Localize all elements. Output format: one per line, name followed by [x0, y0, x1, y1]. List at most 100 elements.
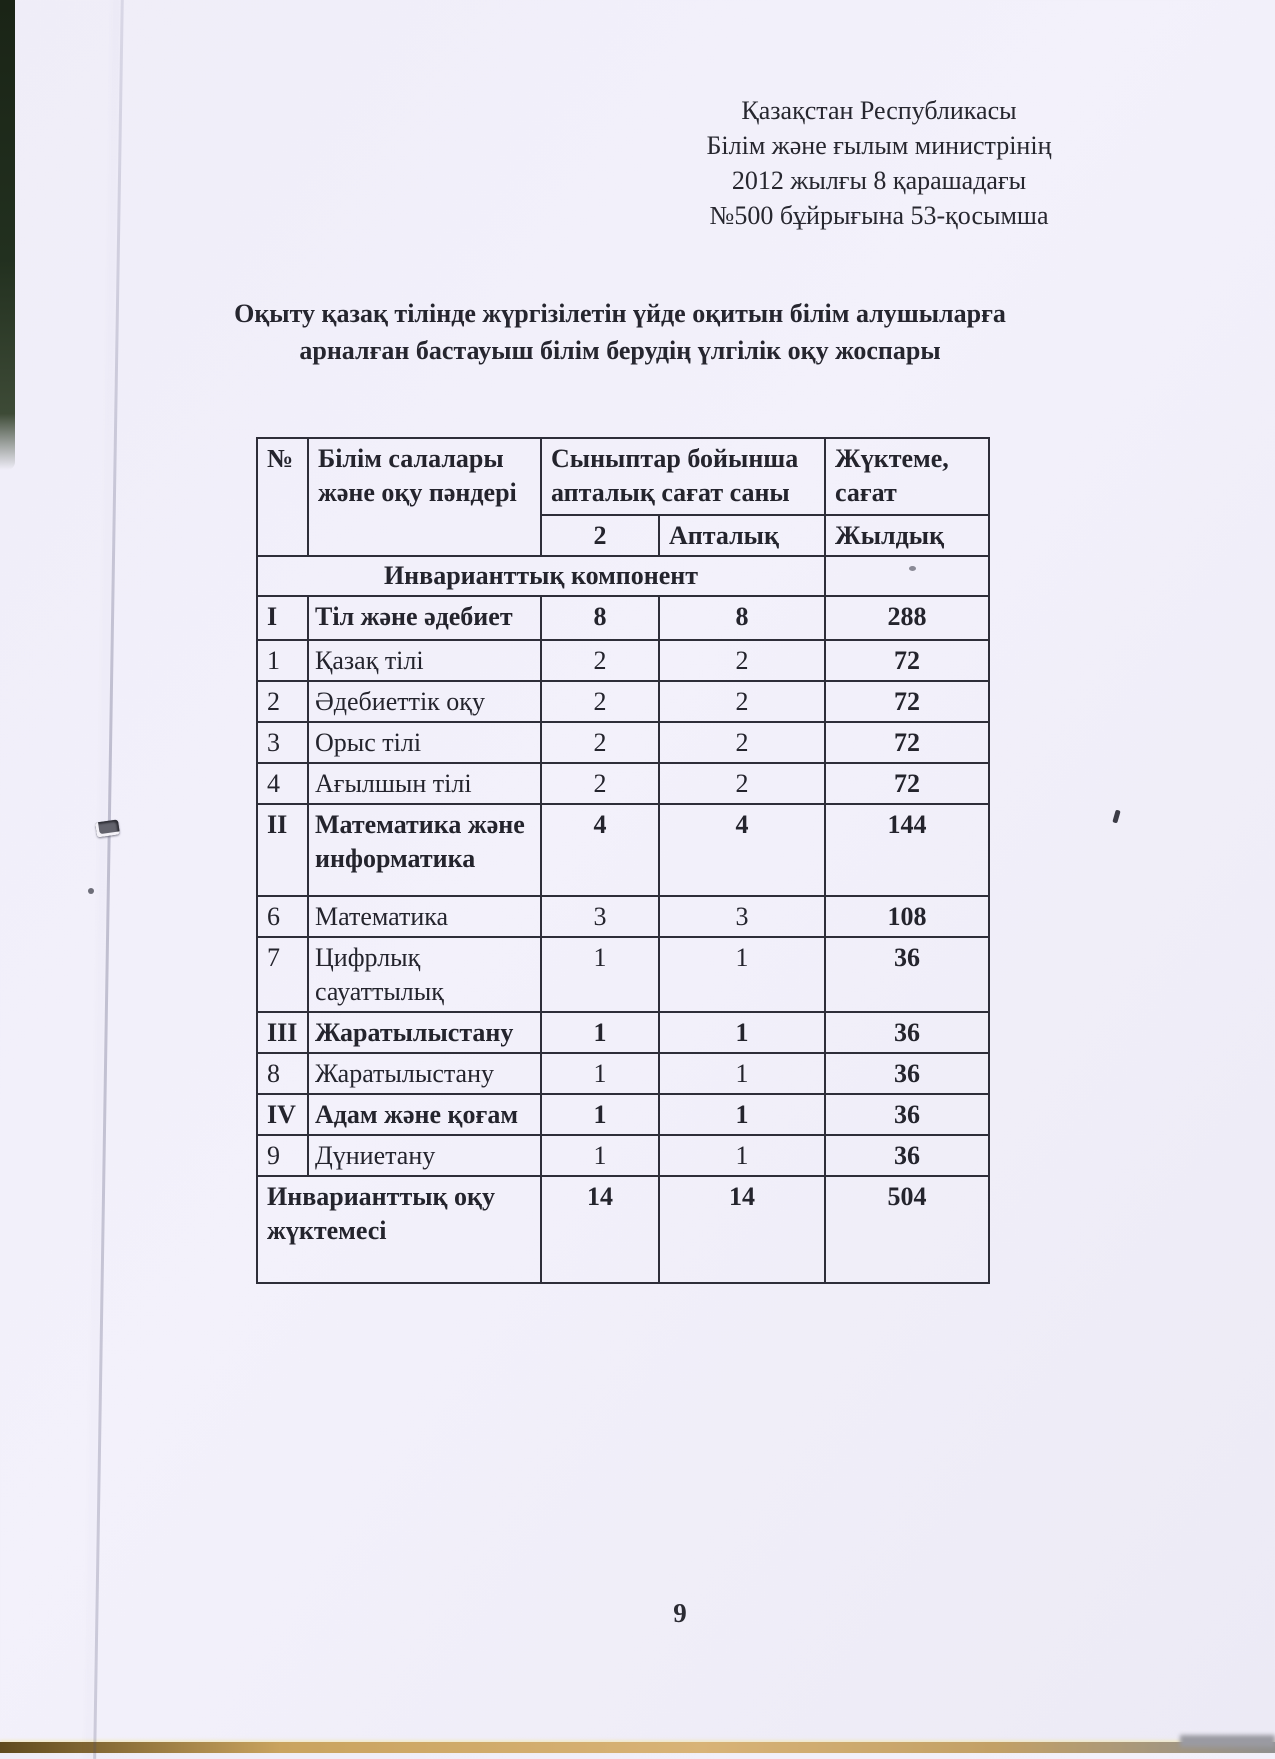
ink-speck — [1112, 809, 1121, 824]
header-cell-grade-2: 2 — [540, 514, 660, 557]
header-cell-subject: Білім салалары және оқу пәндері — [307, 437, 542, 557]
header-cell-load-group: Жүктеме, сағат — [824, 437, 991, 516]
grade2-hours-cell: 2 — [540, 680, 660, 723]
ink-speck — [88, 888, 94, 894]
grade2-hours-cell: 3 — [540, 895, 660, 938]
table-row: 7 Цифрлық сауаттылық 1 1 36 — [256, 936, 991, 1013]
weekly-hours-cell: 8 — [657, 595, 827, 641]
header-cell-weekly-group: Сыныптар бойынша апталық сағат саны — [539, 437, 827, 516]
weekly-hours-cell: 2 — [657, 721, 827, 764]
scan-blotch — [1180, 1735, 1275, 1747]
grade2-hours-cell: 2 — [540, 639, 660, 682]
subject-cell: Қазақ тілі — [307, 639, 542, 682]
subject-cell: Цифрлық сауаттылық — [307, 936, 542, 1013]
weekly-hours-cell: 3 — [657, 895, 827, 938]
header-cell-yearly: Жылдық — [824, 514, 991, 557]
scanner-edge-bottom — [0, 1742, 1275, 1753]
subject-cell: Ағылшын тілі — [307, 762, 542, 805]
yearly-hours-cell: 288 — [824, 595, 991, 641]
subject-cell: Жаратылыстану — [307, 1052, 542, 1095]
grade2-hours-cell: 1 — [540, 936, 660, 1013]
row-number-cell: 4 — [256, 762, 309, 805]
table-row: II Математика және информатика 4 4 144 — [256, 803, 991, 897]
table-row: 3 Орыс тілі 2 2 72 — [256, 721, 991, 764]
grade2-hours-cell: 1 — [540, 1134, 660, 1177]
row-number-cell: I — [256, 595, 309, 641]
yearly-hours-cell: 108 — [824, 895, 991, 938]
section-header-cell: Инварианттық компонент — [255, 555, 827, 597]
weekly-hours-cell: 1 — [657, 1011, 827, 1054]
scanner-edge-left — [0, 0, 15, 470]
row-number-cell: 8 — [256, 1052, 309, 1095]
total-grade2-cell: 14 — [540, 1175, 660, 1284]
weekly-hours-cell: 1 — [657, 1093, 827, 1136]
subject-cell: Дүниетану — [307, 1134, 542, 1177]
total-label-cell: Инварианттық оқу жүктемесі — [256, 1175, 542, 1284]
title-line-1: Оқыту қазақ тілінде жүргізілетін үйде оқ… — [234, 299, 1006, 328]
table-row: I Тіл және әдебиет 8 8 288 — [256, 595, 991, 641]
weekly-hours-cell: 1 — [657, 936, 827, 1013]
section-header-row: Инварианттық компонент — [255, 555, 991, 597]
row-number-cell: 1 — [256, 639, 309, 682]
table-body: Инварианттық компонент I Тіл және әдебиет… — [255, 555, 991, 1284]
grade2-hours-cell: 2 — [540, 721, 660, 764]
subject-cell: Адам және қоғам — [307, 1093, 542, 1136]
header-cell-no: № — [256, 437, 309, 557]
row-number-cell: 3 — [256, 721, 309, 764]
yearly-hours-cell: 36 — [824, 1134, 991, 1177]
grade2-hours-cell: 1 — [540, 1011, 660, 1054]
subject-cell: Математика және информатика — [307, 803, 542, 897]
table-row: 1 Қазақ тілі 2 2 72 — [256, 639, 991, 682]
letterhead: Қазақстан Республикасы Білім және ғылым … — [663, 93, 1095, 233]
table-row: 8 Жаратылыстану 1 1 36 — [256, 1052, 991, 1095]
yearly-hours-cell: 144 — [824, 803, 991, 897]
letterhead-line: Білім және ғылым министрінің — [706, 131, 1052, 160]
header-row-1: № Білім салалары және оқу пәндері Сыныпт… — [256, 437, 991, 557]
yearly-hours-cell: 72 — [824, 721, 991, 764]
document-title: Оқыту қазақ тілінде жүргізілетін үйде оқ… — [180, 295, 1060, 369]
yearly-hours-cell: 36 — [824, 936, 991, 1013]
grade2-hours-cell: 1 — [540, 1093, 660, 1136]
total-weekly-cell: 14 — [657, 1175, 827, 1284]
row-number-cell: II — [256, 803, 309, 897]
table-row: IV Адам және қоғам 1 1 36 — [256, 1093, 991, 1136]
table-row: 4 Ағылшын тілі 2 2 72 — [256, 762, 991, 805]
table-head: № Білім салалары және оқу пәндері Сыныпт… — [256, 437, 991, 557]
subject-cell: Жаратылыстану — [307, 1011, 542, 1054]
weekly-hours-cell: 1 — [657, 1052, 827, 1095]
header-row-2: 2 Апталық Жылдық — [257, 514, 991, 557]
table-row: 6 Математика 3 3 108 — [256, 895, 991, 938]
table-total-row: Инварианттық оқу жүктемесі 14 14 504 — [256, 1175, 991, 1284]
subject-cell: Әдебиеттік оқу — [307, 680, 542, 723]
yearly-hours-cell: 72 — [824, 639, 991, 682]
letterhead-line: №500 бұйрығына 53-қосымша — [709, 201, 1049, 230]
title-line-2: арналған бастауыш білім берудің үлгілік … — [299, 336, 941, 365]
row-number-cell: 9 — [256, 1134, 309, 1177]
letterhead-line: 2012 жылғы 8 қарашадағы — [731, 166, 1027, 195]
letterhead-line: Қазақстан Республикасы — [741, 96, 1017, 125]
yearly-hours-cell: 72 — [824, 762, 991, 805]
subject-cell: Орыс тілі — [307, 721, 542, 764]
page-number: 9 — [673, 1598, 687, 1628]
table-row: 2 Әдебиеттік оқу 2 2 72 — [256, 680, 991, 723]
yearly-hours-cell: 36 — [824, 1011, 991, 1054]
grade2-hours-cell: 8 — [540, 595, 660, 641]
subject-cell: Тіл және әдебиет — [307, 595, 542, 641]
table-row: III Жаратылыстану 1 1 36 — [256, 1011, 991, 1054]
yearly-hours-cell: 36 — [824, 1093, 991, 1136]
weekly-hours-cell: 2 — [657, 762, 827, 805]
grade2-hours-cell: 2 — [540, 762, 660, 805]
grade2-hours-cell: 1 — [540, 1052, 660, 1095]
yearly-hours-cell: 36 — [824, 1052, 991, 1095]
section-empty-cell — [824, 555, 991, 597]
header-cell-weekly: Апталық — [657, 514, 827, 557]
weekly-hours-cell: 4 — [657, 803, 827, 897]
row-number-cell: 6 — [256, 895, 309, 938]
weekly-hours-cell: 1 — [657, 1134, 827, 1177]
subject-cell: Математика — [307, 895, 542, 938]
page-fold-crease — [93, 0, 124, 1759]
grade2-hours-cell: 4 — [540, 803, 660, 897]
weekly-hours-cell: 2 — [657, 639, 827, 682]
weekly-hours-cell: 2 — [657, 680, 827, 723]
curriculum-table: № Білім салалары және оқу пәндері Сыныпт… — [255, 437, 991, 1284]
